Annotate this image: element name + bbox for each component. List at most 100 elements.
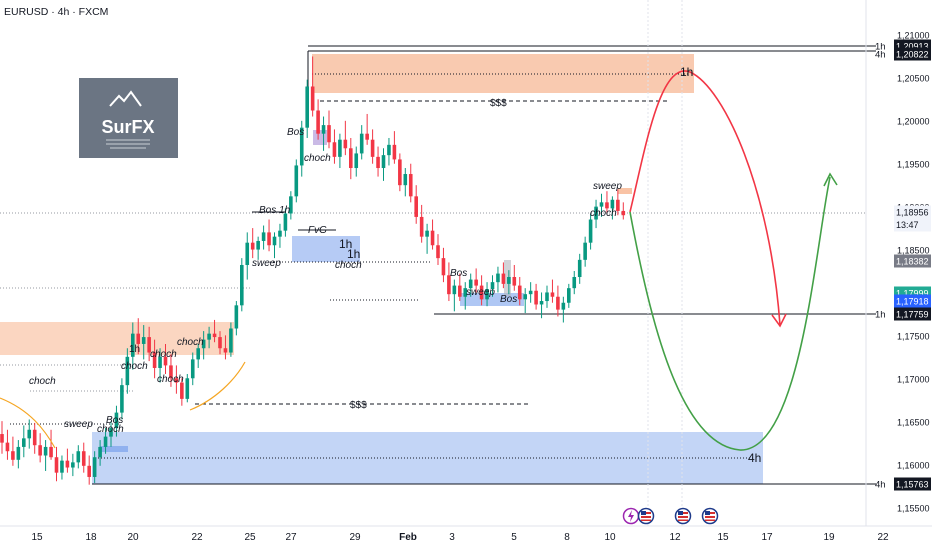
candle (11, 436, 15, 466)
candle (169, 354, 173, 387)
candle (605, 191, 609, 214)
candle (621, 202, 626, 220)
candle-body (0, 434, 4, 443)
candle (512, 264, 517, 291)
us-flag-icon[interactable] (674, 507, 692, 525)
candle (370, 129, 375, 164)
us-flag-icon[interactable] (637, 507, 655, 525)
mountain-icon (109, 90, 142, 107)
candle-body (163, 356, 168, 366)
time-tick-label: Feb (399, 532, 417, 543)
time-tick-label: 8 (564, 532, 570, 543)
candle (359, 125, 364, 160)
curve-right (189, 361, 246, 411)
chart-annotation: Bos (450, 268, 467, 279)
candle-body (332, 142, 337, 157)
candle (267, 219, 271, 252)
price-label-tf: 4h (875, 50, 886, 61)
candle (403, 168, 408, 197)
candle (109, 421, 113, 447)
candle-body (234, 305, 239, 329)
candle (365, 113, 369, 145)
candle (190, 352, 195, 386)
price-label-countdown: 13:47 (896, 220, 919, 230)
price-tick-label: 1,17000 (897, 375, 930, 385)
candle-body (425, 230, 429, 237)
chart-annotation: sweep (466, 287, 495, 298)
price-tick-label: 1,20000 (897, 117, 930, 127)
candle-body (610, 199, 615, 209)
flag-canton (678, 511, 683, 515)
candle-body (398, 159, 402, 186)
time-tick-label: 3 (449, 532, 455, 543)
chart-annotation: Bos (287, 127, 304, 138)
candle-body (147, 337, 151, 353)
candle-body (65, 460, 70, 468)
candle-body (76, 451, 81, 463)
candle-body (218, 337, 222, 349)
lightning-event-icon[interactable] (622, 507, 640, 525)
candle (452, 279, 457, 312)
candle (22, 425, 26, 458)
time-tick-label: 25 (244, 532, 256, 543)
candle-body (152, 352, 157, 368)
chart-annotation: 1h (339, 237, 352, 251)
supply-zone-left (0, 322, 234, 355)
chart-annotation: 1h (129, 344, 140, 355)
event-icons[interactable] (622, 507, 719, 525)
candle (272, 232, 277, 259)
candle-body (131, 333, 135, 357)
candle (180, 378, 184, 406)
candle (245, 232, 250, 280)
price-axis[interactable]: 1,210001,205001,200001,195001,190001,185… (897, 31, 930, 514)
candle (185, 373, 190, 403)
candle-body (343, 139, 348, 149)
time-tick-label: 17 (761, 532, 773, 543)
chart-annotation: $$$ (350, 400, 367, 411)
candle (447, 262, 451, 302)
candle (381, 148, 386, 181)
time-axis[interactable]: 15 18 20 22 25 27 29 Feb 3 5 8 10 12 15 17 19 22 (31, 532, 889, 543)
candle (223, 335, 228, 360)
candle-body (561, 302, 566, 310)
bearish-projection-path (629, 70, 781, 326)
time-tick-label: 22 (877, 532, 889, 543)
chart-annotation: Bos (500, 294, 517, 305)
candle-body (349, 148, 353, 169)
candle-body (190, 359, 195, 379)
candle (539, 292, 544, 319)
candle (131, 322, 135, 370)
candle (212, 319, 217, 343)
candle (572, 270, 577, 295)
candle-body (201, 339, 206, 349)
candle-body (212, 333, 217, 338)
price-label-value: 1,20913 (896, 42, 929, 52)
candle (38, 433, 42, 463)
candle-body (272, 236, 277, 246)
candle (120, 378, 124, 420)
candle (523, 288, 527, 314)
candle-body (141, 337, 146, 344)
candle-body (207, 333, 211, 340)
candle-body (103, 436, 108, 447)
candle (490, 275, 495, 297)
candle-body (621, 210, 626, 216)
price-label: 1,18382 (894, 254, 931, 268)
chart-annotation: choch (29, 376, 56, 387)
candle-body (81, 451, 86, 466)
candle (87, 455, 91, 485)
candle (430, 219, 435, 250)
candle-body (310, 86, 315, 111)
candle (354, 146, 359, 177)
candle (332, 129, 337, 164)
time-tick-label: 15 (31, 532, 43, 543)
price-label-value: 1,15763 (896, 480, 929, 490)
candle-body (359, 133, 364, 154)
us-flag-icon[interactable] (701, 507, 719, 525)
candle-body (545, 292, 549, 302)
candle (49, 429, 53, 460)
candle-body (376, 156, 380, 169)
